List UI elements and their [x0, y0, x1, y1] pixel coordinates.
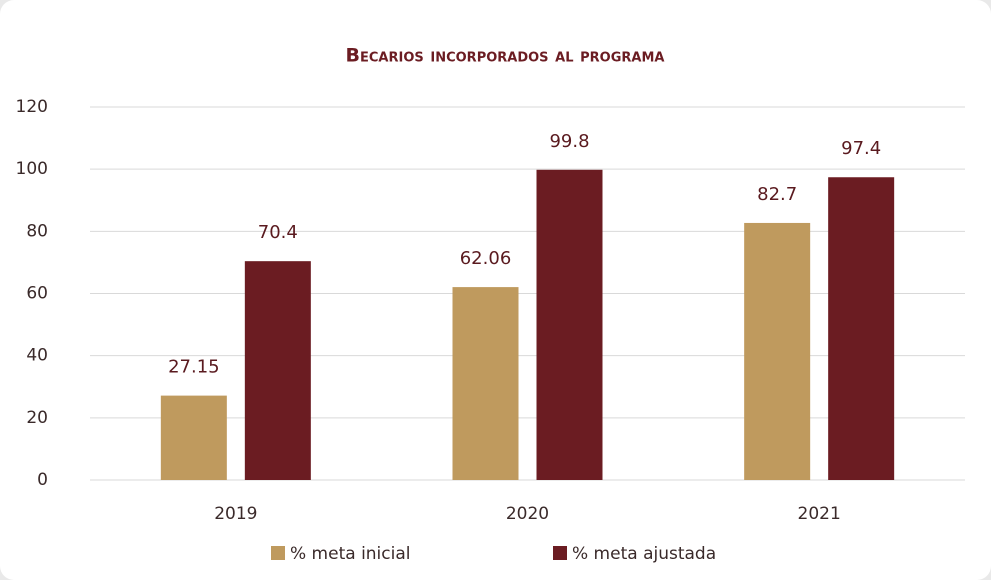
y-tick-label: 20	[26, 408, 48, 428]
data-label: 99.8	[549, 131, 589, 152]
data-label: 70.4	[258, 222, 298, 243]
y-tick-label: 80	[26, 221, 48, 241]
y-tick-label: 40	[26, 346, 48, 366]
y-tick-label: 120	[16, 97, 48, 117]
chart-title: Becarios incorporados al programa	[346, 45, 665, 67]
bar	[536, 169, 603, 480]
bar	[244, 261, 311, 480]
y-tick-label: 0	[37, 470, 48, 490]
x-tick-label: 2019	[214, 504, 257, 524]
bar	[452, 287, 519, 480]
data-label: 62.06	[460, 248, 512, 269]
x-tick-label: 2020	[506, 504, 549, 524]
data-label: 97.4	[841, 138, 881, 159]
data-label: 82.7	[757, 184, 797, 205]
legend-swatch	[553, 546, 567, 560]
y-tick-label: 60	[26, 284, 48, 304]
data-label: 27.15	[168, 357, 220, 378]
legend-label: % meta ajustada	[572, 544, 716, 564]
x-tick-label: 2021	[798, 504, 841, 524]
bar	[160, 395, 227, 480]
bar	[828, 177, 895, 480]
legend-label: % meta inicial	[290, 544, 411, 564]
legend-swatch	[271, 546, 285, 560]
y-tick-label: 100	[16, 159, 48, 179]
bar	[744, 222, 811, 480]
